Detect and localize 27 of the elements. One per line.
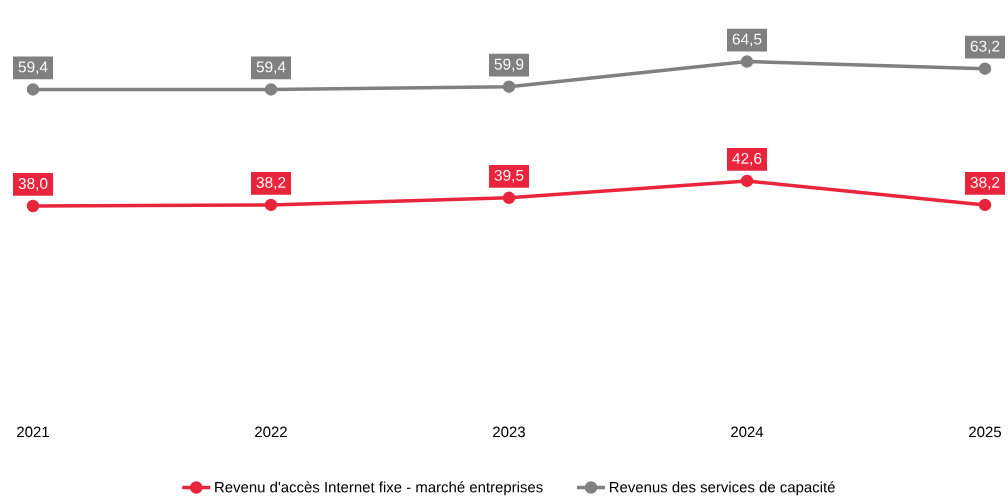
- point: [978, 62, 992, 75]
- data-label: 38,2: [256, 176, 286, 190]
- legend-label: Revenu d'accès Internet fixe - marché entreprises: [215, 481, 543, 496]
- point: [26, 199, 40, 213]
- point: [502, 191, 516, 205]
- point: [264, 198, 278, 212]
- point: [502, 80, 516, 93]
- data-label: 59,4: [18, 61, 48, 75]
- legend-label: Revenus des services de capacité: [609, 481, 835, 496]
- x-tick-label: 2021: [17, 426, 49, 438]
- point: [264, 83, 278, 96]
- data-label: 63,2: [970, 40, 1000, 54]
- point: [740, 174, 754, 188]
- data-label: 42,6: [732, 152, 762, 166]
- data-label: 59,9: [494, 58, 524, 72]
- point: [26, 83, 40, 96]
- data-label: 59,4: [256, 61, 286, 75]
- x-tick-label: 2022: [255, 426, 287, 438]
- x-tick-label: 2023: [493, 426, 525, 438]
- data-label: 38,2: [970, 176, 1000, 190]
- x-tick-label: 2025: [969, 426, 1001, 438]
- data-label: 64,5: [732, 33, 762, 47]
- point: [978, 198, 992, 212]
- point: [740, 55, 754, 68]
- data-label: 38,0: [18, 178, 48, 191]
- data-label: 39,5: [494, 169, 524, 183]
- x-tick-label: 2024: [731, 426, 764, 438]
